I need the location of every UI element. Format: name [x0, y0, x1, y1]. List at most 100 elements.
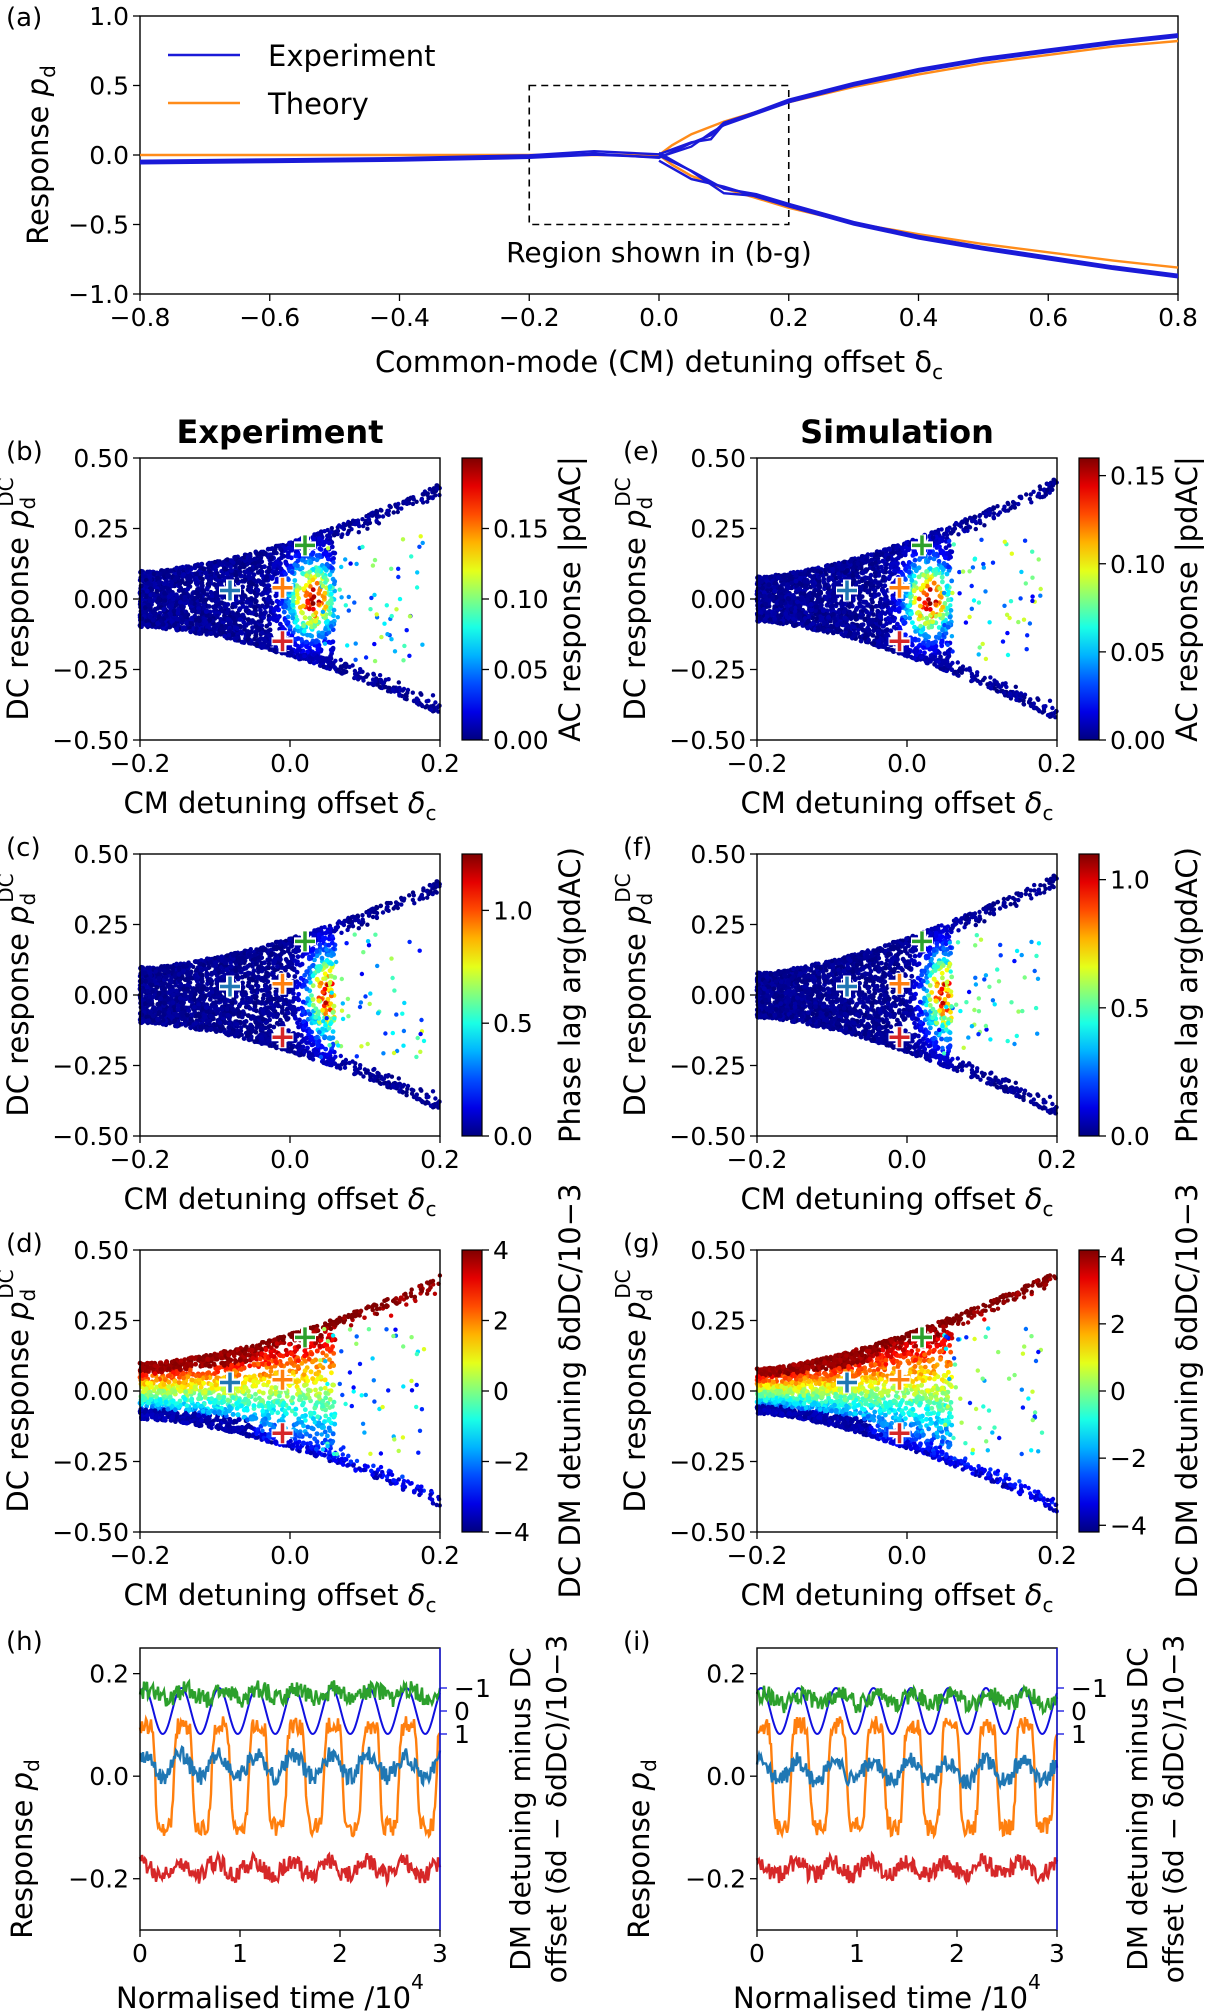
scatter-point: [253, 565, 259, 571]
scatter-point: [421, 492, 426, 497]
scatter-point: [247, 575, 253, 580]
scatter-point: [215, 1009, 220, 1015]
scatter-point: [366, 681, 371, 686]
scatter-point: [302, 615, 308, 621]
scatter-point: [237, 565, 243, 571]
scatter-point: [307, 632, 313, 638]
scatter-point: [309, 551, 315, 557]
scatter-point: [166, 990, 172, 996]
colorbar-tick-label: 0.15: [493, 515, 549, 544]
scatter-point: [257, 551, 262, 556]
scatter-point: [366, 514, 371, 520]
scatter-point: [347, 523, 352, 529]
scatter-point: [291, 595, 296, 600]
scatter-point: [305, 996, 311, 1002]
scatter-point: [162, 591, 167, 596]
scatter-point: [343, 1057, 349, 1063]
scatter-point: [176, 570, 182, 576]
scatter-point: [220, 573, 225, 579]
scatter-point: [354, 561, 359, 567]
scatter-point: [185, 565, 191, 570]
scatter-point: [313, 655, 319, 661]
scatter-point: [296, 595, 301, 601]
scatter-point: [196, 609, 201, 615]
scatter-point: [324, 562, 330, 567]
scatter-point: [338, 1053, 343, 1059]
scatter-point: [374, 518, 379, 523]
scatter-point: [337, 587, 342, 592]
scatter-point: [285, 614, 291, 620]
scatter-point: [318, 580, 323, 586]
scatter-point: [251, 968, 257, 974]
scatter-point: [316, 536, 322, 541]
scatter-point: [255, 570, 261, 575]
scatter-point: [185, 978, 191, 984]
y-tick-label: 0.00: [73, 585, 129, 614]
scatter-point: [261, 978, 267, 984]
scatter-point: [314, 949, 320, 954]
scatter-point: [327, 968, 333, 974]
scatter-point: [287, 653, 292, 658]
scatter-point: [304, 590, 310, 596]
scatter-point: [370, 563, 376, 568]
scatter-point: [213, 960, 219, 966]
scatter-point: [177, 599, 183, 605]
scatter-point: [393, 504, 399, 509]
scatter-point: [310, 997, 316, 1002]
scatter-point: [397, 596, 403, 602]
scatter-point: [314, 553, 320, 558]
scatter-point: [240, 597, 246, 602]
scatter-point: [372, 641, 377, 647]
scatter-point: [328, 624, 334, 629]
scatter-point: [385, 632, 390, 637]
scatter-point: [248, 589, 254, 595]
scatter-point: [300, 571, 305, 576]
scatter-point: [145, 984, 150, 990]
scatter-point: [179, 578, 185, 584]
x-tick-label: 0.2: [420, 749, 460, 778]
scatter-point: [332, 579, 338, 584]
scatter-point: [146, 602, 152, 608]
scatter-point: [269, 600, 275, 606]
scatter-point: [307, 615, 313, 621]
scatter-point: [345, 643, 350, 648]
scatter-point: [404, 694, 409, 699]
scatter-point: [180, 617, 185, 623]
scatter-point: [223, 624, 229, 629]
scatter-point: [218, 626, 224, 632]
scatter-point: [193, 590, 199, 596]
scatter-point: [214, 595, 220, 600]
scatter-point: [433, 889, 438, 894]
scatter-point: [388, 504, 393, 510]
scatter-point: [390, 687, 395, 692]
scatter-point: [294, 588, 300, 593]
scatter-point: [410, 690, 415, 695]
scatter-point: [200, 576, 205, 582]
scatter-point: [180, 605, 186, 611]
scatter-point: [262, 946, 268, 952]
scatter-point: [281, 949, 287, 955]
scatter-point: [286, 941, 291, 946]
scatter-point: [174, 592, 179, 598]
scatter-point: [185, 582, 191, 588]
scatter-point: [385, 907, 390, 913]
scatter-point: [330, 645, 336, 651]
scatter-point: [252, 952, 258, 958]
scatter-point: [393, 900, 399, 905]
scatter-point: [338, 657, 343, 663]
scatter-point: [353, 641, 358, 646]
scatter-point: [428, 707, 434, 712]
scatter-point: [175, 610, 181, 616]
scatter-point: [301, 586, 307, 592]
scatter-point: [225, 1012, 231, 1018]
scatter-point: [184, 620, 189, 626]
scatter-point: [331, 560, 336, 565]
scatter-point: [308, 559, 314, 565]
scatter-point: [292, 578, 298, 583]
scatter-point: [340, 524, 345, 530]
scatter-point: [307, 1011, 313, 1017]
experiment-line: [139, 34, 1179, 164]
